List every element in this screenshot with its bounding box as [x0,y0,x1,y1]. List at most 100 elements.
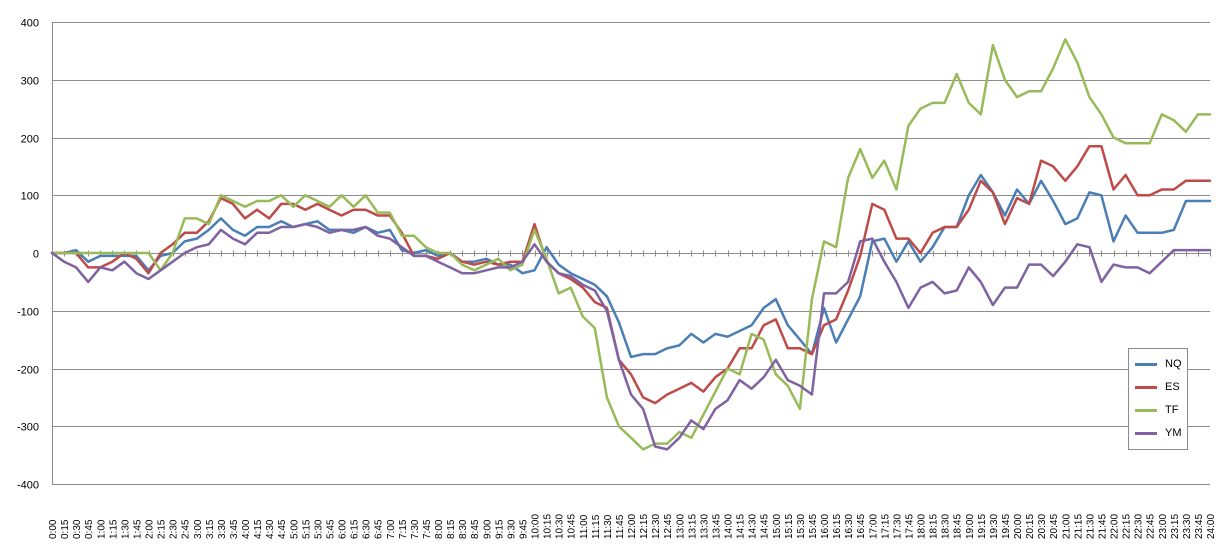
x-tick-label: 21:30 [1085,514,1096,539]
x-tick-label: 10:15 [543,514,554,539]
x-tick-label: 2:30 [169,519,180,539]
x-tick-label: 3:15 [205,519,216,539]
gridlines [52,22,1210,485]
x-tick-label: 2:15 [157,519,168,539]
legend-item-es: ES [1135,380,1185,394]
y-tick-label: -100 [17,307,39,319]
x-tick-label: 13:30 [699,514,710,539]
x-tick-label: 6:30 [362,519,373,539]
legend-item-tf: TF [1135,403,1185,417]
legend-swatch-ym [1135,432,1157,435]
x-tick-label: 9:45 [518,519,529,539]
x-tick-label: 5:15 [301,519,312,539]
x-axis: 0:00 0:15 0:30 0:45 1:00 1:15 1:30 1:45 2:00 2:15… [48,250,1217,539]
legend-label-ym: YM [1165,427,1182,439]
x-tick-label: 9:00 [482,519,493,539]
x-tick-label: 20:45 [1049,514,1060,539]
x-tick-label: 7:45 [422,519,433,539]
x-tick-label: 5:45 [325,519,336,539]
x-tick-label: 12:15 [639,514,650,539]
x-tick-label: 12:00 [627,514,638,539]
x-tick-label: 8:30 [458,519,469,539]
x-tick-label: 18:45 [953,514,964,539]
series-line-es [50,144,1212,405]
x-tick-label: 1:30 [120,519,131,539]
legend-label-es: ES [1165,381,1180,393]
x-tick-label: 18:15 [929,514,940,539]
x-tick-label: 21:45 [1097,514,1108,539]
legend-item-ym: YM [1135,426,1185,440]
x-tick-label: 19:30 [989,514,1000,539]
legend-swatch-es [1135,386,1157,389]
x-tick-label: 4:15 [253,519,264,539]
x-tick-label: 3:45 [229,519,240,539]
x-tick-label: 21:15 [1073,514,1084,539]
x-tick-label: 17:15 [880,514,891,539]
x-tick-label: 11:15 [591,514,602,539]
x-tick-label: 13:45 [711,514,722,539]
x-tick-label: 13:15 [687,514,698,539]
x-tick-label: 7:15 [398,519,409,539]
x-tick-label: 22:45 [1146,514,1157,539]
y-tick-label: 400 [21,18,39,30]
x-tick-label: 0:15 [60,519,71,539]
x-tick-label: 15:15 [784,514,795,539]
x-tick-label: 4:45 [277,519,288,539]
legend-label-tf: TF [1165,404,1179,416]
x-tick-label: 15:45 [808,514,819,539]
x-tick-label: 11:00 [579,514,590,539]
x-tick-label: 0:45 [84,519,95,539]
x-tick-label: 20:30 [1037,514,1048,539]
x-tick-label: 5:30 [313,519,324,539]
x-tick-label: 21:00 [1061,514,1072,539]
x-tick-label: 17:00 [868,514,879,539]
x-tick-label: 14:30 [748,514,759,539]
x-tick-label: 22:30 [1134,514,1145,539]
y-tick-label: 300 [21,76,39,88]
x-tick-label: 17:30 [892,514,903,539]
x-tick-label: 22:00 [1110,514,1121,539]
x-tick-label: 19:00 [965,514,976,539]
x-tick-label: 8:45 [470,519,481,539]
x-tick-label: 0:30 [72,519,83,539]
x-tick-label: 9:15 [494,519,505,539]
x-tick-label: 1:15 [108,519,119,539]
x-tick-label: 2:00 [145,519,156,539]
x-tick-label: 1:00 [96,519,107,539]
x-tick-label: 16:30 [844,514,855,539]
x-tick-label: 8:00 [434,519,445,539]
x-tick-label: 10:30 [555,514,566,539]
x-tick-label: 16:00 [820,514,831,539]
legend-swatch-tf [1135,409,1157,412]
x-tick-label: 12:30 [651,514,662,539]
x-tick-label: 10:45 [567,514,578,539]
y-tick-label: 0 [33,249,39,261]
x-tick-label: 16:15 [832,514,843,539]
x-tick-label: 2:45 [181,519,192,539]
x-tick-label: 12:45 [663,514,674,539]
x-tick-label: 19:15 [977,514,988,539]
x-tick-label: 11:30 [603,514,614,539]
x-tick-label: 1:45 [132,519,143,539]
x-tick-label: 14:00 [724,514,735,539]
x-tick-label: 20:00 [1013,514,1024,539]
x-tick-label: 5:00 [289,519,300,539]
y-tick-label: -400 [17,480,39,492]
x-tick-label: 3:30 [217,519,228,539]
x-tick-label: 7:30 [410,519,421,539]
legend: NQ ES TF YM [1128,348,1188,450]
x-tick-label: 19:45 [1001,514,1012,539]
series-line-nq [50,173,1212,359]
x-tick-label: 8:15 [446,519,457,539]
x-tick-label: 10:00 [531,514,542,539]
x-tick-label: 23:00 [1158,514,1169,539]
x-tick-label: 18:30 [941,514,952,539]
x-tick-label: 4:00 [241,519,252,539]
series-lines [50,38,1212,451]
series-line-ym [50,222,1212,451]
x-tick-label: 18:00 [917,514,928,539]
x-tick-label: 9:30 [506,519,517,539]
x-tick-label: 4:30 [265,519,276,539]
legend-label-nq: NQ [1165,358,1182,370]
